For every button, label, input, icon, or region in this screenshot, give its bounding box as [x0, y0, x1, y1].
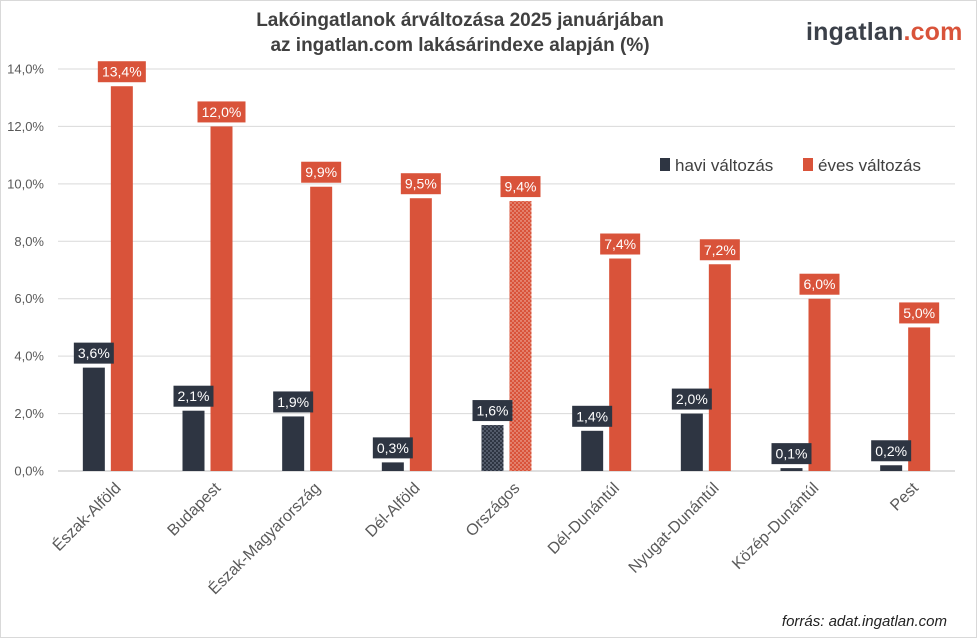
data-label-eves: 9,9% — [305, 164, 337, 180]
x-category-label: Észak-Magyarország — [204, 478, 324, 598]
bar-eves — [409, 198, 432, 471]
legend-swatch-eves — [803, 158, 813, 171]
data-label-box-eves — [400, 173, 441, 195]
bar-eves — [609, 258, 632, 471]
legend-label-havi: havi változás — [675, 156, 773, 175]
data-label-havi: 2,0% — [676, 391, 708, 407]
y-tick-label: 4,0% — [14, 349, 44, 364]
y-tick-label: 6,0% — [14, 291, 44, 306]
bar-havi — [282, 416, 305, 471]
bar-havi — [680, 413, 703, 471]
data-label-havi: 1,4% — [576, 408, 608, 424]
data-label-box-eves — [699, 239, 740, 261]
y-tick-label: 0,0% — [14, 464, 44, 479]
logo-main: ingatlan — [806, 18, 904, 46]
data-label-havi: 1,6% — [477, 403, 509, 419]
data-label-box-havi — [372, 437, 413, 459]
source-note: forrás: adat.ingatlan.com — [781, 613, 947, 630]
bar-eves — [210, 126, 233, 471]
bar-havi — [481, 425, 504, 471]
bar-eves — [509, 201, 532, 472]
data-label-box-eves — [197, 101, 246, 123]
bar-eves — [808, 298, 831, 471]
y-tick-label: 10,0% — [7, 176, 44, 191]
data-label-box-eves — [799, 273, 840, 295]
data-label-box-eves — [97, 61, 146, 83]
data-label-havi: 3,6% — [78, 345, 110, 361]
data-label-box-havi — [671, 388, 712, 410]
legend-label-eves: éves változás — [818, 156, 921, 175]
data-label-eves: 6,0% — [804, 276, 836, 292]
data-label-eves: 12,0% — [202, 104, 242, 120]
y-tick-label: 8,0% — [14, 234, 44, 249]
bar-havi — [182, 410, 205, 471]
bar-havi — [82, 367, 105, 471]
data-label-box-havi — [173, 385, 214, 407]
y-tick-label: 14,0% — [7, 62, 44, 77]
legend-swatch-havi — [660, 158, 670, 171]
x-category-label: Pest — [887, 479, 922, 514]
bar-havi — [581, 430, 604, 471]
bar-havi — [780, 468, 803, 471]
x-category-label: Dél-Dunántúl — [545, 480, 623, 558]
bar-eves — [908, 327, 931, 471]
x-category-label: Közép-Dunántúl — [729, 480, 822, 573]
data-label-box-eves — [600, 233, 641, 255]
data-label-box-havi — [73, 342, 114, 364]
chart-title-line-2: az ingatlan.com lakásárindexe alapján (%… — [270, 35, 650, 56]
data-label-box-havi — [572, 405, 613, 427]
bar-havi — [381, 462, 404, 471]
data-label-eves: 13,4% — [102, 64, 142, 80]
data-label-box-havi — [273, 391, 314, 413]
data-label-box-havi — [771, 443, 812, 465]
bar-eves — [708, 264, 731, 471]
bar-eves — [310, 186, 333, 471]
data-label-havi: 0,1% — [776, 446, 808, 462]
data-label-havi: 1,9% — [277, 394, 309, 410]
chart-title: Lakóingatlanok árváltozása 2025 januárjá… — [200, 8, 720, 58]
data-label-eves: 9,4% — [505, 179, 537, 195]
bar-havi — [880, 465, 903, 471]
data-label-box-eves — [301, 161, 342, 183]
data-label-havi: 2,1% — [178, 388, 210, 404]
bar-eves — [110, 86, 133, 471]
data-label-eves: 7,4% — [604, 236, 636, 252]
ingatlan-logo: ingatlan.com — [806, 18, 963, 47]
x-category-label: Budapest — [165, 479, 225, 539]
logo-accent: .com — [903, 18, 963, 46]
data-label-eves: 5,0% — [903, 305, 935, 321]
x-category-label: Dél-Alföld — [363, 480, 424, 541]
x-category-label: Nyugat-Dunántúl — [626, 480, 723, 577]
data-label-eves: 9,5% — [405, 176, 437, 192]
x-category-label: Észak-Alföld — [48, 478, 124, 554]
data-label-box-eves — [899, 302, 940, 324]
data-label-havi: 0,3% — [377, 440, 409, 456]
chart-title-line-1: Lakóingatlanok árváltozása 2025 januárjá… — [256, 10, 664, 31]
y-tick-label: 2,0% — [14, 406, 44, 421]
data-label-havi: 0,2% — [875, 443, 907, 459]
data-label-eves: 7,2% — [704, 242, 736, 258]
y-tick-label: 12,0% — [7, 119, 44, 134]
data-label-box-havi — [472, 400, 513, 422]
data-label-box-eves — [500, 176, 541, 198]
x-category-label: Országos — [463, 480, 523, 540]
data-label-box-havi — [871, 440, 912, 462]
